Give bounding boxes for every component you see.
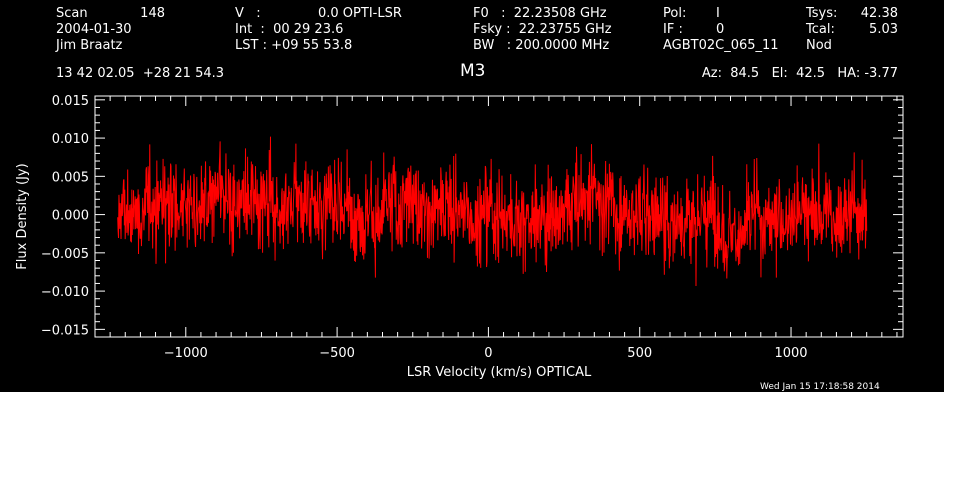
y-tick-label: 0.005: [52, 170, 89, 185]
source-coordinates: 13 42 02.05 +28 21 54.3: [56, 66, 225, 81]
observer-text: Jim Braatz: [56, 38, 123, 53]
lst-text: LST : +09 55 53.8: [235, 38, 353, 53]
source-title: M3: [460, 61, 486, 81]
spectrum-chart: −1000 −500 0 500 1000 −0.015 −0.010 −0.005 0.000…: [15, 94, 904, 380]
x-tick-label: −1000: [164, 346, 208, 361]
tcal-label: Tcal:: [806, 22, 835, 37]
x-tick-label: 0: [484, 346, 492, 361]
mode-text: Nod: [806, 38, 832, 53]
tcal-value: 5.03: [869, 22, 898, 37]
y-tick-label: −0.005: [41, 247, 89, 262]
x-tick-label: −500: [319, 346, 355, 361]
y-tick-label: −0.010: [41, 285, 89, 300]
plot-frame: [94, 95, 904, 338]
x-axis-label: LSR Velocity (km/s) OPTICAL: [407, 365, 592, 380]
bandwidth-text: BW : 200.0000 MHz: [473, 38, 610, 53]
integration-text: Int : 00 29 23.6: [235, 22, 344, 37]
spectrum-trace: [117, 136, 868, 286]
scan-value: 148: [140, 6, 165, 21]
project-text: AGBT02C_065_11: [663, 38, 779, 53]
x-tick-label: 1000: [774, 346, 807, 361]
date-text: 2004-01-30: [56, 22, 132, 37]
y-tick-label: 0.010: [52, 132, 89, 147]
velocity-label: V :: [235, 6, 261, 21]
if-label: IF :: [663, 22, 683, 37]
y-tick-label: 0.015: [52, 94, 89, 109]
pointing-text: Az: 84.5 El: 42.5 HA: -3.77: [701, 66, 898, 81]
tsys-value: 42.38: [860, 6, 898, 21]
pol-label: Pol:: [663, 6, 687, 21]
x-tick-label: 500: [627, 346, 652, 361]
if-value: 0: [716, 22, 725, 37]
fsky-text: Fsky : 22.23755 GHz: [473, 22, 612, 37]
axes-layer: −1000 −500 0 500 1000 −0.015 −0.010 −0.005 0.000…: [15, 94, 903, 380]
velocity-value: 0.0 OPTI-LSR: [318, 6, 402, 21]
y-axis-label: Flux Density (Jy): [15, 163, 30, 269]
scan-label: Scan: [56, 6, 88, 21]
timestamp: Wed Jan 15 17:18:58 2014: [760, 382, 880, 392]
pol-value: I: [716, 6, 720, 21]
y-tick-label: 0.000: [52, 209, 89, 224]
f0-text: F0 : 22.23508 GHz: [473, 6, 607, 21]
y-tick-label: −0.015: [41, 323, 89, 338]
spectrum-trace-layer: [117, 136, 868, 286]
tsys-label: Tsys:: [806, 6, 838, 21]
plot-panel: Scan 148 2004-01-30 Jim Braatz V : 0.0 O…: [0, 0, 944, 392]
